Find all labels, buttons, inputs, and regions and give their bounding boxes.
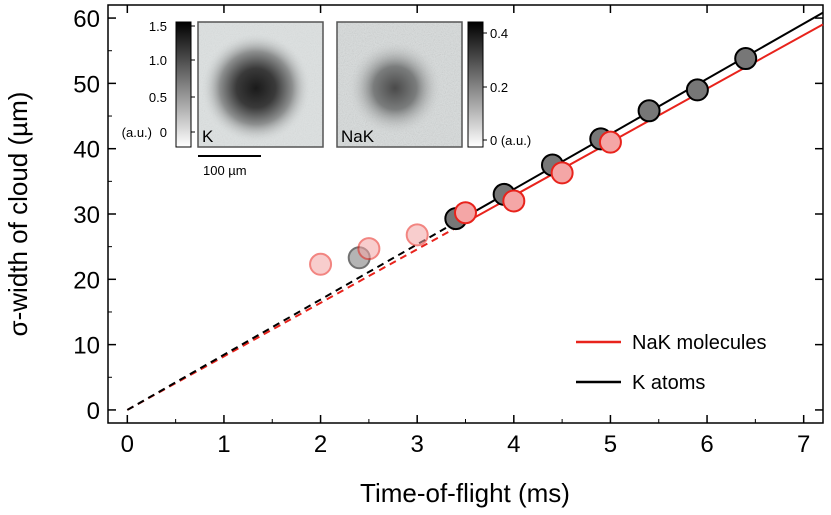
k-atom-point xyxy=(637,99,661,123)
axis-ticks xyxy=(108,5,823,423)
x-tick-label: 4 xyxy=(507,431,520,458)
y-tick-label: 60 xyxy=(73,6,100,33)
fit-line-dashed xyxy=(126,221,457,411)
k-colorbar-tick-label: 0.5 xyxy=(149,90,167,105)
scale-bar-label: 100 µm xyxy=(203,163,247,178)
k-absorption-image: K xyxy=(197,21,324,148)
y-tick-label: 40 xyxy=(73,137,100,164)
k-colorbar-tick-label: 0 xyxy=(160,125,167,140)
y-tick-label: 10 xyxy=(73,333,100,360)
legend: NaK molecules K atoms xyxy=(576,332,767,394)
nak-molecule-point xyxy=(550,161,574,185)
y-tick-label: 0 xyxy=(87,398,100,425)
x-tick-label: 2 xyxy=(314,431,327,458)
nak-molecule-point xyxy=(357,237,381,261)
y-tick-label: 30 xyxy=(73,202,100,229)
nak-image-label: NaK xyxy=(341,127,375,146)
x-axis-title: Time-of-flight (ms) xyxy=(360,478,570,508)
k-colorbar-tick-label: 1.5 xyxy=(149,19,167,34)
k-colorbar-tick-label: 1.0 xyxy=(149,53,167,68)
x-tick-label: 5 xyxy=(604,431,617,458)
y-tick-label: 50 xyxy=(73,71,100,98)
y-axis-title: σ-width of cloud (µm) xyxy=(3,92,33,337)
nak-molecule-point xyxy=(309,252,333,276)
x-tick-label: 1 xyxy=(217,431,230,458)
k-colorbar xyxy=(175,21,192,148)
fit-line-dashed xyxy=(126,226,457,411)
nak-molecule-point xyxy=(454,201,477,225)
k-atom-point xyxy=(734,47,758,71)
nak-colorbar-tick-label: 0.4 xyxy=(490,26,508,41)
k-image-label: K xyxy=(202,127,214,146)
nak-molecule-point xyxy=(502,189,526,213)
x-tick-label: 7 xyxy=(797,431,810,458)
fit-line-solid xyxy=(455,11,824,224)
axis-tick-labels: 0 1 2 3 4 5 6 7 0 10 20 30 40 50 60 xyxy=(73,6,810,458)
legend-label-k: K atoms xyxy=(632,372,705,394)
k-atom-point xyxy=(685,78,709,102)
x-tick-label: 3 xyxy=(411,431,424,458)
inset-images: 1.5 1.0 0.5 0 (a.u.) K 100 µm NaK 0.4 xyxy=(122,19,532,178)
y-tick-label: 20 xyxy=(73,267,100,294)
legend-label-nak: NaK molecules xyxy=(632,332,767,354)
x-tick-label: 6 xyxy=(700,431,713,458)
nak-absorption-image: NaK xyxy=(336,21,463,148)
k-colorbar-unit: (a.u.) xyxy=(122,125,152,140)
nak-colorbar-tick-label: 0.2 xyxy=(490,80,508,95)
nak-colorbar xyxy=(467,21,484,148)
x-tick-label: 0 xyxy=(121,431,134,458)
nak-colorbar-tick-label: 0 (a.u.) xyxy=(490,133,531,148)
data-points xyxy=(309,47,758,276)
nak-molecule-point xyxy=(598,130,622,154)
nak-molecule-point xyxy=(405,223,429,247)
